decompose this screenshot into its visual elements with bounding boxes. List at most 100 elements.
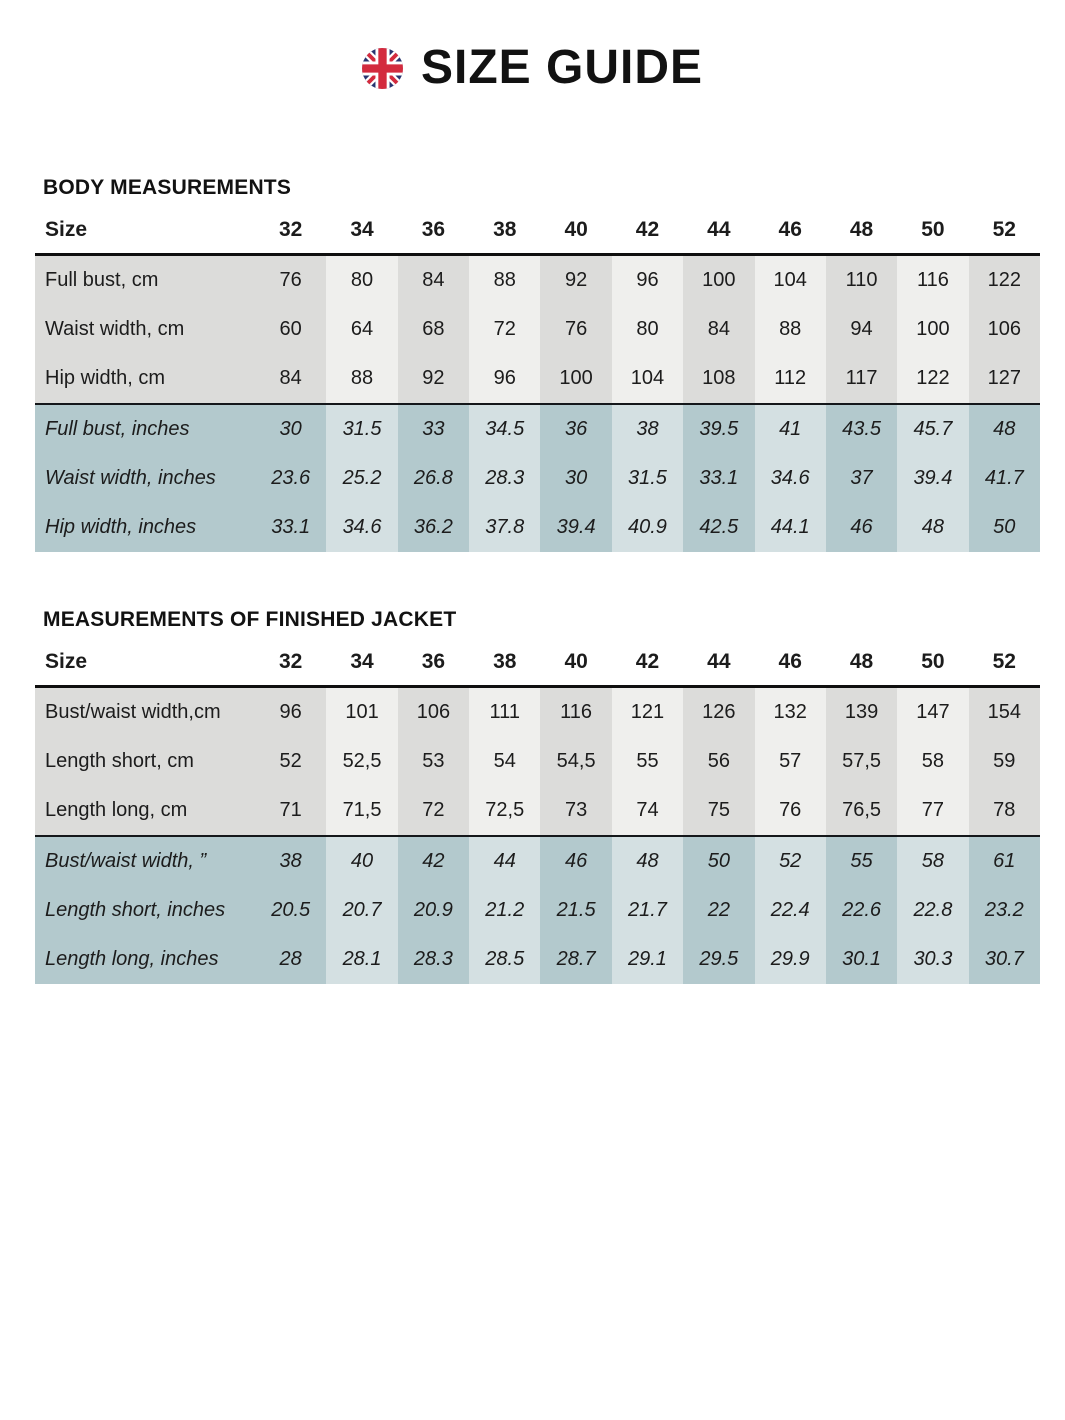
value-cell: 96 <box>611 254 684 305</box>
value-cell: 73 <box>540 786 612 836</box>
size-column-header: 38 <box>469 213 541 256</box>
content: BODY MEASUREMENTS Size 32 34 36 38 40 42 44 46 4… <box>35 176 1040 984</box>
size-header-row: Size 32 34 36 38 40 42 44 46 48 50 52 <box>35 645 1040 688</box>
value-cell: 54,5 <box>540 737 612 786</box>
value-cell: 28.5 <box>469 935 541 984</box>
body-measurements-section: BODY MEASUREMENTS Size 32 34 36 38 40 42 44 46 4… <box>35 176 1040 552</box>
value-cell: 116 <box>540 686 612 737</box>
size-column-header: 44 <box>683 645 755 688</box>
value-cell: 61 <box>968 835 1040 886</box>
value-cell: 88 <box>326 354 398 404</box>
section-heading-finished-jacket: MEASUREMENTS OF FINISHED JACKET <box>43 608 457 631</box>
value-cell: 126 <box>683 686 755 737</box>
size-column-header: 32 <box>255 213 327 256</box>
value-cell: 88 <box>754 305 826 354</box>
uk-flag-icon <box>361 47 403 89</box>
value-cell: 76 <box>540 305 612 354</box>
size-column-header: 46 <box>754 645 826 688</box>
value-cell: 30.1 <box>825 935 898 984</box>
row-label: Full bust, cm <box>35 254 255 305</box>
value-cell: 41.7 <box>968 454 1040 503</box>
finished-jacket-section: MEASUREMENTS OF FINISHED JACKET Size 32 3… <box>35 608 1040 984</box>
value-cell: 33.1 <box>683 454 755 503</box>
value-cell: 80 <box>326 254 398 305</box>
value-cell: 104 <box>611 354 684 404</box>
value-cell: 96 <box>469 354 541 404</box>
value-cell: 20.5 <box>255 886 327 935</box>
value-cell: 42 <box>397 835 470 886</box>
value-cell: 154 <box>968 686 1040 737</box>
value-cell: 56 <box>683 737 755 786</box>
table-row: Bust/waist width,cm 96 101 106 111 116 121 126 1… <box>35 686 1040 737</box>
value-cell: 100 <box>683 254 755 305</box>
value-cell: 43.5 <box>825 403 898 454</box>
value-cell: 71 <box>255 786 327 836</box>
size-header-label: Size <box>35 213 255 256</box>
value-cell: 22 <box>683 886 755 935</box>
section-heading-body-measurements: BODY MEASUREMENTS <box>43 176 292 199</box>
size-column-header: 40 <box>540 213 612 256</box>
value-cell: 77 <box>897 786 969 836</box>
value-cell: 22.6 <box>825 886 898 935</box>
size-column-header: 52 <box>968 213 1040 256</box>
value-cell: 88 <box>469 254 541 305</box>
finished-jacket-table: Size 32 34 36 38 40 42 44 46 48 50 52 Bust/waist w… <box>35 645 1040 984</box>
value-cell: 76,5 <box>825 786 898 836</box>
value-cell: 121 <box>611 686 684 737</box>
value-cell: 92 <box>540 254 612 305</box>
value-cell: 80 <box>611 305 684 354</box>
value-cell: 22.8 <box>897 886 969 935</box>
value-cell: 48 <box>611 835 684 886</box>
size-column-header: 32 <box>255 645 327 688</box>
value-cell: 53 <box>397 737 470 786</box>
value-cell: 116 <box>897 254 969 305</box>
value-cell: 55 <box>825 835 898 886</box>
value-cell: 44 <box>469 835 541 886</box>
value-cell: 84 <box>255 354 327 404</box>
size-column-header: 50 <box>897 645 969 688</box>
table-row: Waist width, cm 60 64 68 72 76 80 84 88 94 100 106 <box>35 305 1040 354</box>
value-cell: 52 <box>255 737 327 786</box>
value-cell: 30.3 <box>897 935 969 984</box>
table-row: Bust/waist width, ” 38 40 42 44 46 48 50 52 55 58 6… <box>35 835 1040 886</box>
value-cell: 30.7 <box>968 935 1040 984</box>
value-cell: 147 <box>897 686 969 737</box>
value-cell: 28.3 <box>469 454 541 503</box>
row-label: Waist width, cm <box>35 305 255 354</box>
body-measurements-table: Size 32 34 36 38 40 42 44 46 48 50 52 Full bust, c… <box>35 213 1040 552</box>
value-cell: 57 <box>754 737 826 786</box>
row-label: Full bust, inches <box>35 403 255 454</box>
table-row: Waist width, inches 23.6 25.2 26.8 28.3 30 31.… <box>35 454 1040 503</box>
value-cell: 58 <box>897 737 969 786</box>
value-cell: 110 <box>825 254 898 305</box>
value-cell: 34.5 <box>469 403 541 454</box>
value-cell: 122 <box>968 254 1040 305</box>
value-cell: 33 <box>397 403 470 454</box>
value-cell: 31.5 <box>326 403 398 454</box>
value-cell: 20.9 <box>397 886 470 935</box>
table-row: Length long, inches 28 28.1 28.3 28.5 28.7 29.… <box>35 935 1040 984</box>
value-cell: 55 <box>611 737 684 786</box>
value-cell: 36 <box>540 403 612 454</box>
value-cell: 71,5 <box>326 786 398 836</box>
value-cell: 52 <box>754 835 826 886</box>
value-cell: 37 <box>825 454 898 503</box>
value-cell: 41 <box>754 403 826 454</box>
value-cell: 84 <box>397 254 470 305</box>
value-cell: 26.8 <box>397 454 470 503</box>
value-cell: 46 <box>825 503 898 552</box>
value-cell: 23.2 <box>968 886 1040 935</box>
value-cell: 60 <box>255 305 327 354</box>
value-cell: 104 <box>754 254 826 305</box>
value-cell: 112 <box>754 354 826 404</box>
value-cell: 75 <box>683 786 755 836</box>
value-cell: 78 <box>968 786 1040 836</box>
value-cell: 106 <box>968 305 1040 354</box>
value-cell: 94 <box>825 305 898 354</box>
size-column-header: 48 <box>825 645 898 688</box>
value-cell: 139 <box>825 686 898 737</box>
value-cell: 117 <box>825 354 898 404</box>
size-column-header: 34 <box>326 645 398 688</box>
value-cell: 40.9 <box>611 503 684 552</box>
